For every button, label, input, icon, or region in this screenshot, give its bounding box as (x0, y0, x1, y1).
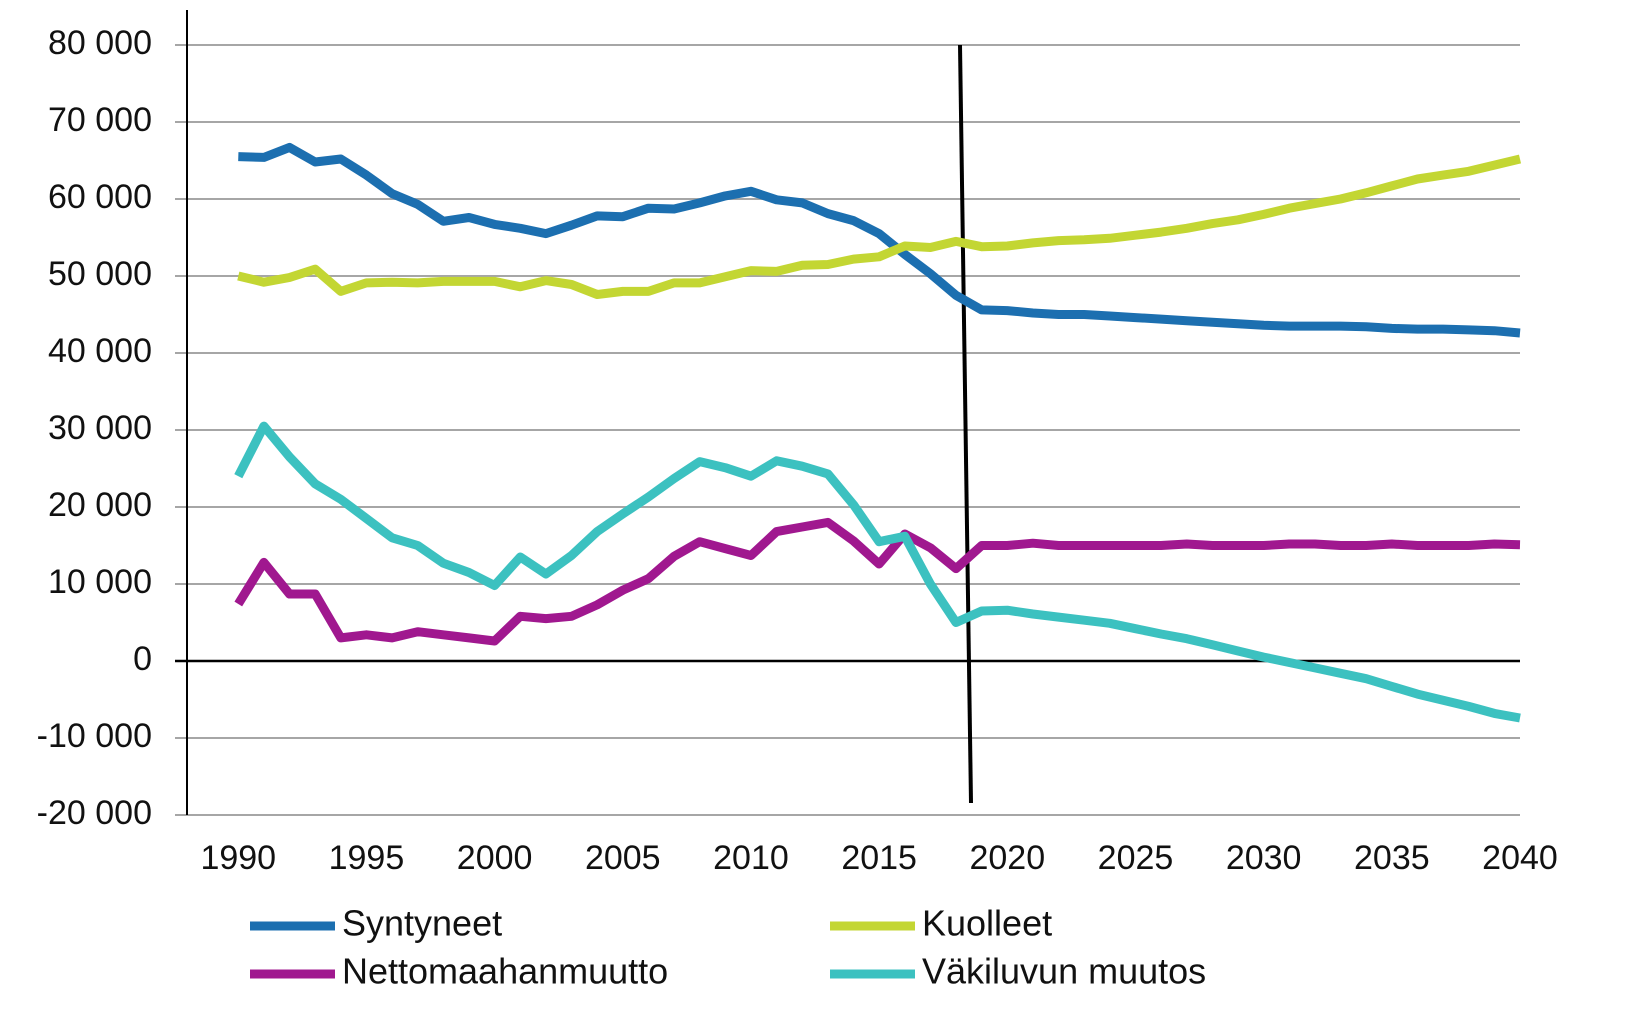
x-tick-label: 2000 (457, 839, 533, 877)
x-tick-label: 2030 (1226, 839, 1302, 877)
y-tick-label: 70 000 (48, 101, 152, 139)
x-tick-label: 2015 (841, 839, 917, 877)
legend-label: Nettomaahanmuutto (342, 951, 668, 992)
y-tick-label: 50 000 (48, 255, 152, 293)
y-tick-label: 40 000 (48, 332, 152, 370)
x-tick-label: 1990 (200, 839, 276, 877)
series-line (238, 142, 1521, 338)
y-tick-label: 20 000 (48, 486, 152, 524)
legend-label: Syntyneet (342, 903, 502, 944)
x-tick-label: 2040 (1482, 839, 1558, 877)
x-tick-label: 1995 (329, 839, 405, 877)
forecast-divider (958, 44, 973, 804)
y-tick-label: -10 000 (37, 717, 152, 755)
y-tick-label: 60 000 (48, 178, 152, 216)
y-tick-label: -20 000 (37, 794, 152, 832)
y-tick-label: 30 000 (48, 409, 152, 447)
x-tick-label: 2025 (1098, 839, 1174, 877)
y-tick-label: 10 000 (48, 563, 152, 601)
legend-label: Väkiluvun muutos (922, 951, 1206, 992)
x-tick-label: 2005 (585, 839, 661, 877)
series-line (234, 517, 1521, 646)
legend-label: Kuolleet (922, 903, 1052, 944)
series-line (234, 421, 1521, 723)
series-line (237, 154, 1522, 299)
y-tick-label: 80 000 (48, 24, 152, 62)
x-tick-label: 2035 (1354, 839, 1430, 877)
x-tick-label: 2010 (713, 839, 789, 877)
x-tick-label: 2020 (969, 839, 1045, 877)
y-tick-label: 0 (133, 640, 152, 678)
